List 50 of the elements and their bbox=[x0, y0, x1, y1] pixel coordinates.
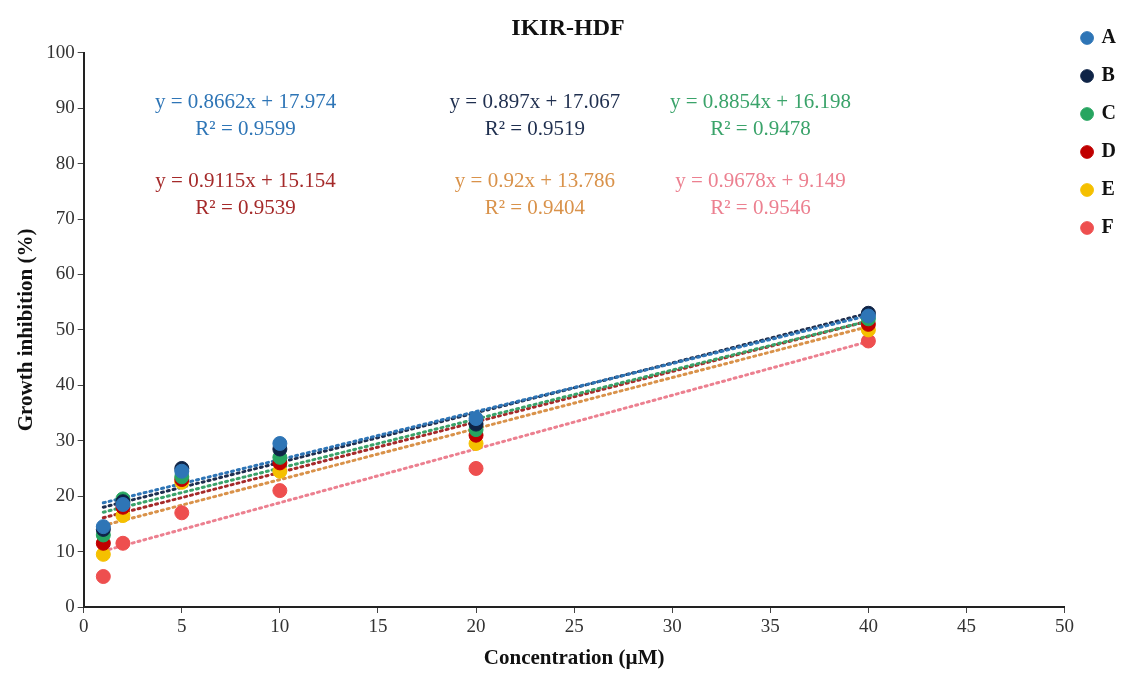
annotation: R² = 0.9404 bbox=[484, 195, 586, 220]
annotation: R² = 0.9478 bbox=[710, 116, 811, 141]
y-tick-label: 90 bbox=[55, 96, 75, 118]
annotation: y = 0.9115x + 15.154 bbox=[155, 168, 337, 193]
point bbox=[468, 460, 484, 476]
x-tick-label: 30 bbox=[662, 615, 682, 637]
annotation: y = 0.8854x + 16.198 bbox=[669, 89, 852, 114]
x-tick-label: 10 bbox=[270, 615, 290, 637]
x-tick-label: 0 bbox=[78, 615, 89, 637]
x-axis-title: Concentration (µM) bbox=[483, 644, 665, 669]
x-tick-label: 15 bbox=[368, 615, 388, 637]
y-tick-label: 20 bbox=[55, 484, 75, 506]
y-axis-title: Growth inhibition (%) bbox=[13, 228, 38, 432]
y-tick-label: 40 bbox=[55, 373, 75, 395]
legend-label: B bbox=[1101, 63, 1115, 86]
y-tick-label: 10 bbox=[55, 539, 75, 561]
legend-label: E bbox=[1101, 177, 1115, 200]
legend-label: A bbox=[1101, 25, 1117, 48]
y-tick-label: 70 bbox=[55, 207, 75, 229]
annotation: R² = 0.9546 bbox=[710, 195, 811, 220]
point bbox=[174, 505, 190, 521]
annotation: y = 0.92x + 13.786 bbox=[454, 168, 615, 193]
point bbox=[272, 483, 288, 499]
x-tick-label: 35 bbox=[760, 615, 780, 637]
point bbox=[95, 569, 111, 585]
annotation: y = 0.8662x + 17.974 bbox=[154, 89, 337, 114]
x-tick-label: 50 bbox=[1055, 615, 1075, 637]
x-tick-label: 25 bbox=[564, 615, 584, 637]
y-tick-label: 100 bbox=[46, 40, 75, 62]
point bbox=[115, 535, 131, 551]
legend-label: D bbox=[1101, 139, 1117, 162]
chart-title: IKIR-HDF bbox=[511, 13, 625, 40]
legend-label: C bbox=[1101, 101, 1117, 124]
annotation: y = 0.897x + 17.067 bbox=[449, 89, 621, 114]
y-tick-label: 60 bbox=[55, 262, 75, 284]
point bbox=[468, 411, 484, 427]
annotation: R² = 0.9519 bbox=[484, 116, 586, 141]
legend-label: F bbox=[1101, 215, 1114, 238]
annotation: R² = 0.9539 bbox=[195, 195, 296, 220]
annotation: y = 0.9678x + 9.149 bbox=[675, 168, 846, 193]
y-tick-label: 30 bbox=[55, 428, 75, 450]
x-tick-label: 5 bbox=[177, 615, 187, 637]
point bbox=[272, 436, 288, 452]
y-tick-label: 80 bbox=[55, 151, 75, 173]
y-tick-label: 0 bbox=[65, 594, 75, 616]
x-tick-label: 40 bbox=[858, 615, 878, 637]
annotation: R² = 0.9599 bbox=[195, 116, 296, 141]
y-tick-label: 50 bbox=[55, 317, 75, 339]
x-tick-label: 20 bbox=[466, 615, 486, 637]
x-tick-label: 45 bbox=[956, 615, 976, 637]
